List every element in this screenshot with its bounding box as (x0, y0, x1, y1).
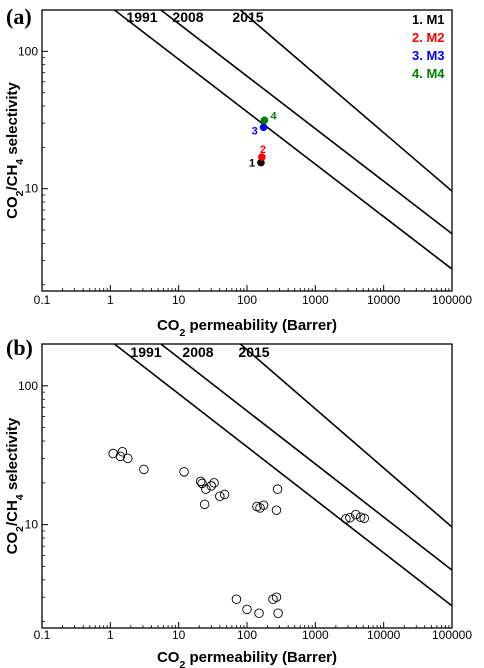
y-tick-label: 100 (18, 44, 38, 58)
data-point (341, 514, 351, 524)
x-axis-title: CO2 permeability (Barrer) (157, 649, 337, 668)
x-tick-label: 100000 (432, 628, 472, 642)
panel-a: (a) 0.1 1 10 100 1000 10000 100000 10 100 1991 2008… (4, 4, 472, 339)
legend-entry: 2. M2 (412, 30, 445, 45)
data-point (254, 608, 264, 618)
data-point (179, 467, 189, 477)
upper-bound-line-2008 (160, 344, 452, 571)
data-point (271, 592, 282, 602)
plot-frame (41, 343, 453, 629)
x-tick-label: 1000 (302, 628, 329, 642)
upper-bound-line-1991 (113, 10, 452, 270)
data-point (258, 500, 269, 510)
point-label-4: 4 (270, 110, 277, 122)
data-point (195, 476, 206, 487)
upper-bound-label-2015: 2015 (238, 344, 269, 360)
legend: 1. M1 2. M2 3. M3 4. M4 (412, 12, 445, 81)
upper-bound-label-2015: 2015 (232, 9, 263, 25)
data-point (255, 503, 265, 513)
y-axis-title: CO2/CH4 selectivity (4, 81, 26, 218)
y-tick-label: 10 (25, 182, 39, 196)
data-point (242, 604, 252, 615)
y-axis-title: CO2/CH4 selectivity (4, 417, 26, 554)
panel-letter: (a) (6, 4, 32, 29)
point-label-2: 2 (260, 144, 266, 156)
data-point (219, 489, 230, 500)
data-point (115, 451, 126, 462)
upper-bound-label-1991: 1991 (130, 344, 161, 360)
upper-bound-line-1991 (113, 344, 452, 607)
legend-entry: 1. M1 (412, 12, 445, 27)
upper-bound-line-2015 (239, 344, 452, 528)
data-point (215, 491, 225, 502)
data-point (199, 499, 210, 510)
point-label-1: 1 (249, 158, 255, 170)
data-point (139, 464, 149, 475)
data-point (117, 446, 128, 457)
legend-entry: 4. M4 (412, 66, 445, 81)
y-tick-label: 100 (18, 379, 38, 393)
upper-bound-line-2008 (160, 10, 452, 235)
x-tick-label: 10 (172, 628, 186, 642)
data-point-2 (258, 153, 266, 161)
data-point (350, 509, 361, 520)
point-label-3: 3 (252, 125, 258, 137)
data-point (272, 484, 283, 494)
data-point (231, 594, 242, 604)
plot-area (113, 10, 452, 270)
y-tick-label: 10 (25, 518, 39, 532)
data-point (201, 484, 211, 494)
x-tick-label: 100 (237, 293, 257, 307)
data-point (359, 513, 370, 524)
x-tick-label: 100000 (432, 293, 472, 307)
x-tick-label: 10 (172, 293, 186, 307)
data-point (273, 608, 283, 618)
plot-frame (41, 9, 453, 292)
data-point-3 (259, 123, 268, 132)
data-point (209, 478, 219, 488)
upper-bound-label-1991: 1991 (126, 9, 157, 25)
plot-area (108, 344, 452, 618)
data-point (108, 448, 118, 459)
data-point-4 (260, 116, 269, 125)
upper-bound-line-2015 (239, 10, 452, 192)
upper-bound-label-2008: 2008 (182, 344, 213, 360)
data-point (271, 505, 282, 515)
upper-bound-label-2008: 2008 (172, 9, 203, 25)
panel-letter: (b) (6, 335, 33, 360)
x-tick-label: 1000 (302, 293, 329, 307)
data-point (123, 453, 133, 464)
x-tick-label: 10000 (367, 628, 401, 642)
x-tick-label: 1 (107, 293, 114, 307)
x-axis-title: CO2 permeability (Barrer) (157, 317, 337, 339)
x-tick-label: 10000 (367, 293, 401, 307)
legend-entry: 3. M3 (412, 48, 445, 63)
x-tick-label: 100 (237, 628, 257, 642)
x-tick-label: 0.1 (34, 293, 51, 307)
panel-b: (b) 0.1 1 10 100 1000 10000 100000 10 100 1991 2008… (4, 335, 472, 668)
data-point (345, 513, 355, 523)
data-point (355, 512, 366, 522)
x-tick-label: 1 (107, 628, 114, 642)
x-tick-label: 0.1 (34, 628, 51, 642)
data-point (206, 481, 217, 491)
